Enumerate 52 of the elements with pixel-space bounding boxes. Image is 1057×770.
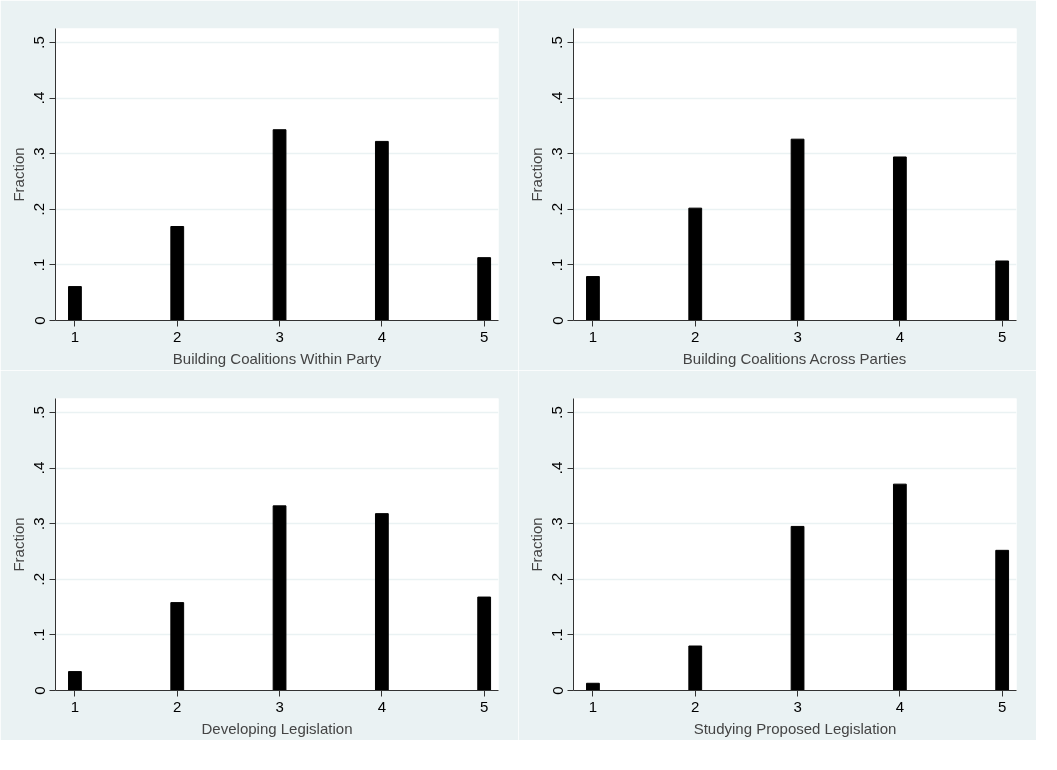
y-tick-label: .5 [548, 36, 566, 49]
y-axis-title: Fraction [9, 517, 27, 572]
y-tick-label: 0 [548, 686, 566, 695]
x-tick-label: 5 [998, 327, 1007, 345]
x-tick-label: 4 [895, 327, 905, 345]
y-tick-label: .2 [30, 203, 48, 216]
x-axis-title: Building Coalitions Across Parties [682, 349, 907, 367]
y-tick-label: .4 [548, 91, 566, 105]
x-axis-title: Developing Legislation [201, 719, 353, 737]
y-tick-label: .1 [30, 258, 48, 272]
y-tick-label: .4 [30, 461, 48, 475]
y-tick-label: .1 [30, 628, 48, 642]
y-axis-title: Fraction [527, 517, 545, 572]
x-tick-label: 3 [793, 697, 802, 715]
y-tick-label: .1 [548, 258, 566, 272]
y-tick-label: 0 [30, 686, 48, 695]
x-tick-label: 1 [70, 697, 80, 715]
y-tick-label: .3 [30, 147, 48, 160]
x-tick-label: 4 [895, 697, 905, 715]
y-tick-label: .3 [548, 147, 566, 160]
x-tick-label: 5 [480, 697, 489, 715]
x-tick-label: 4 [377, 327, 387, 345]
x-tick-label: 5 [480, 327, 489, 345]
y-tick-label: .5 [30, 36, 48, 49]
y-tick-label: .3 [30, 517, 48, 530]
x-tick-label: 2 [691, 327, 700, 345]
x-tick-label: 5 [998, 697, 1007, 715]
x-tick-label: 1 [588, 327, 598, 345]
x-tick-label: 2 [173, 327, 182, 345]
y-tick-label: .4 [30, 91, 48, 105]
y-tick-label: .5 [548, 406, 566, 419]
x-tick-label: 1 [588, 697, 598, 715]
x-tick-label: 2 [173, 697, 182, 715]
y-tick-label: 0 [548, 316, 566, 325]
x-axis-title: Studying Proposed Legislation [693, 719, 897, 737]
y-axis-title: Fraction [9, 147, 27, 202]
y-tick-label: .3 [548, 517, 566, 530]
x-tick-label: 3 [275, 697, 284, 715]
y-tick-label: .2 [548, 203, 566, 216]
x-tick-label: 2 [691, 697, 700, 715]
x-tick-label: 4 [377, 697, 387, 715]
y-tick-label: .4 [548, 461, 566, 475]
y-tick-label: .2 [548, 573, 566, 586]
y-tick-label: .5 [30, 406, 48, 419]
x-tick-label: 1 [70, 327, 80, 345]
y-axis-title: Fraction [527, 147, 545, 202]
x-axis-title: Building Coalitions Within Party [172, 349, 382, 367]
y-tick-label: .2 [30, 573, 48, 586]
x-tick-label: 3 [793, 327, 802, 345]
y-tick-label: 0 [30, 316, 48, 325]
x-tick-label: 3 [275, 327, 284, 345]
y-tick-label: .1 [548, 628, 566, 642]
